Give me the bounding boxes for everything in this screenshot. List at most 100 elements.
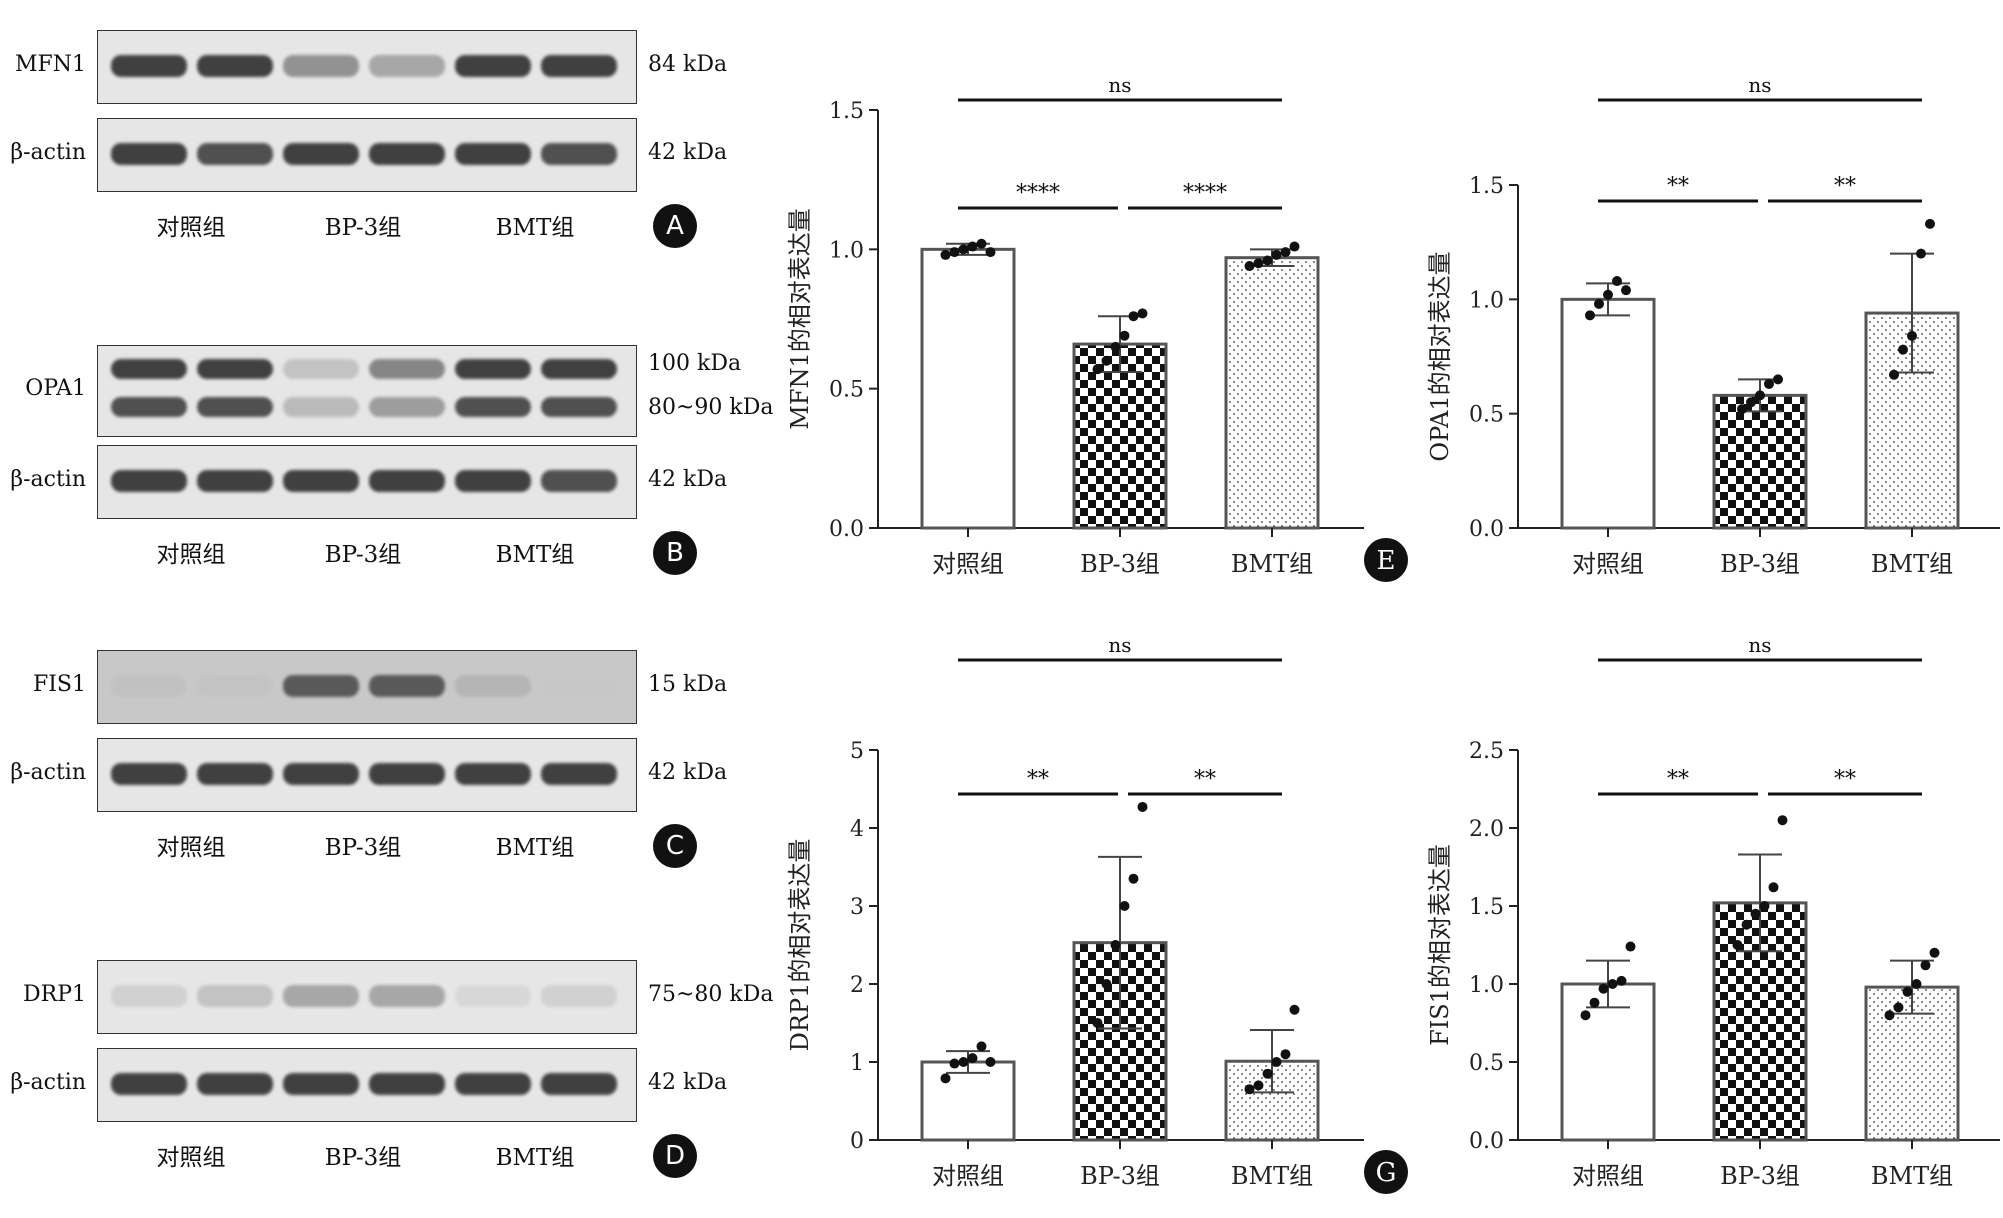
bar	[1712, 393, 1808, 530]
significance-label: **	[1194, 767, 1216, 792]
blot-band	[541, 985, 617, 1007]
data-point	[1612, 276, 1622, 287]
y-tick-label: 1.0	[1469, 288, 1504, 313]
data-point	[1280, 247, 1291, 258]
blot-band	[455, 763, 531, 785]
y-axis-title: MFN1的相对表达量	[786, 208, 814, 430]
significance-label: ****	[1183, 181, 1227, 206]
data-point	[1907, 330, 1917, 341]
data-point	[1289, 1004, 1300, 1015]
blot-band	[455, 359, 531, 379]
y-tick-label: 3	[850, 895, 864, 920]
blot-band	[541, 359, 617, 379]
blot-band	[541, 1073, 617, 1095]
data-point	[985, 1057, 996, 1067]
data-point	[1777, 815, 1788, 826]
significance-label: ns	[1108, 640, 1131, 657]
data-point	[1741, 919, 1752, 930]
blot-band	[541, 397, 617, 417]
y-tick-label: 1.0	[829, 238, 864, 263]
blot-band	[197, 55, 273, 77]
panel-badge: C	[653, 824, 697, 868]
data-point	[1589, 997, 1600, 1008]
panel-badge	[1364, 538, 1408, 582]
data-point	[1625, 941, 1636, 952]
blot-band	[369, 675, 445, 697]
y-tick-label: 2.5	[1469, 739, 1504, 764]
blot-band	[541, 55, 617, 77]
y-tick-label: 1	[850, 1051, 864, 1076]
blot-band	[283, 359, 359, 379]
data-point	[1759, 901, 1770, 911]
blot-band	[111, 675, 187, 697]
y-tick-label: 2	[850, 973, 864, 998]
blot-kda-label: 75~80 kDa	[648, 982, 774, 1007]
y-tick-label: 0.5	[1469, 1051, 1504, 1076]
significance-label: ****	[1016, 181, 1060, 206]
significance-label: ns	[1108, 73, 1131, 97]
data-point	[1110, 940, 1121, 950]
data-point	[1884, 1010, 1895, 1021]
x-tick-label: BP-3组	[1080, 550, 1160, 578]
y-tick-label: 5	[850, 739, 864, 764]
x-tick-label: BMT组	[1231, 1162, 1313, 1190]
blot-marker-label: OPA1	[25, 376, 86, 401]
chart-g: 0 1 2 3 4 5 DRP1的相对表达量 对照组 BP-3组 BMT组 ** ** ns G	[760, 633, 1420, 1210]
blot-band	[455, 675, 531, 697]
data-point	[1271, 1057, 1282, 1067]
y-axis-title: FIS1的相对表达量	[1426, 844, 1454, 1046]
y-tick-label: 0	[850, 1129, 864, 1154]
y-tick-label: 0.0	[1469, 517, 1504, 542]
data-point	[1101, 979, 1112, 989]
blot-band	[111, 470, 187, 492]
data-point	[1092, 364, 1103, 375]
blot-band	[111, 143, 187, 165]
data-point	[1750, 908, 1761, 919]
panel-badge: A	[653, 204, 697, 248]
blot-group-label: BMT组	[495, 542, 575, 568]
data-point	[1621, 285, 1631, 296]
blot-band	[455, 55, 531, 77]
data-point	[1920, 960, 1931, 971]
blot-band	[541, 143, 617, 165]
blot-strip	[97, 960, 637, 1034]
blot-band	[541, 675, 617, 697]
y-tick-label: 1.5	[1469, 895, 1504, 920]
x-tick-label: 对照组	[932, 1162, 1004, 1190]
blot-band	[283, 675, 359, 697]
blot-kda-label: 42 kDa	[648, 467, 728, 492]
blot-band	[197, 763, 273, 785]
blot-group-label: 对照组	[156, 1145, 226, 1171]
data-point	[1768, 882, 1779, 893]
x-tick-label: 对照组	[932, 550, 1004, 578]
panel-badge: B	[653, 531, 697, 575]
blot-band	[283, 143, 359, 165]
data-point	[1929, 947, 1940, 958]
blot-band	[111, 763, 187, 785]
bar	[1560, 982, 1656, 1142]
data-point	[1598, 983, 1609, 994]
blot-band	[455, 1073, 531, 1095]
significance-label: ns	[1748, 640, 1771, 657]
data-point	[1289, 241, 1300, 252]
data-point	[1902, 986, 1913, 997]
data-point	[958, 244, 969, 255]
data-point	[1746, 397, 1756, 408]
data-point	[1911, 979, 1922, 989]
panel-badge: D	[653, 1134, 697, 1178]
data-point	[1271, 249, 1282, 260]
blot-band	[369, 763, 445, 785]
data-point	[1244, 261, 1255, 272]
blot-band	[455, 985, 531, 1007]
data-point	[1773, 374, 1783, 385]
blot-group-label: BP-3组	[324, 215, 402, 241]
blot-band	[369, 397, 445, 417]
data-point	[1585, 310, 1595, 321]
data-point	[940, 1073, 951, 1084]
blot-band	[369, 985, 445, 1007]
blot-kda-label: 42 kDa	[648, 140, 728, 165]
blot-band	[197, 985, 273, 1007]
y-tick-label: 0.0	[1469, 1129, 1504, 1154]
